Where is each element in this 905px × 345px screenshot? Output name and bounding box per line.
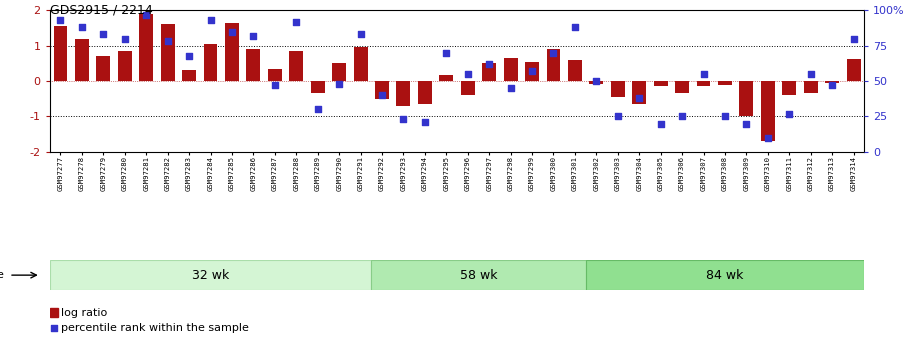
Bar [439, 75, 453, 81]
Point [332, 81, 347, 87]
Point [589, 78, 604, 84]
Bar [225, 23, 239, 81]
Point [46, 326, 61, 331]
Bar [290, 51, 303, 81]
Text: 84 wk: 84 wk [706, 269, 744, 282]
Point [139, 12, 154, 17]
Point [182, 53, 196, 58]
Bar [504, 58, 518, 81]
Bar [653, 81, 668, 86]
Bar [611, 81, 624, 97]
Bar [418, 81, 432, 104]
Bar [118, 51, 132, 81]
Bar [482, 63, 496, 81]
Bar [53, 26, 68, 81]
Point [439, 50, 453, 56]
Point [160, 39, 175, 44]
Bar [139, 14, 153, 81]
Bar [332, 63, 346, 81]
Bar [586, 260, 864, 290]
Point [75, 24, 90, 30]
Point [760, 135, 775, 140]
Point [632, 95, 646, 101]
Text: 32 wk: 32 wk [192, 269, 229, 282]
Bar [268, 69, 281, 81]
Bar [525, 62, 539, 81]
Point [739, 121, 754, 126]
Point [503, 85, 518, 91]
Bar [310, 81, 325, 93]
Bar [75, 39, 89, 81]
Text: age: age [0, 270, 5, 280]
Point [353, 32, 367, 37]
Bar [246, 49, 261, 81]
Point [675, 114, 690, 119]
Bar [633, 81, 646, 104]
Point [268, 82, 282, 88]
Bar [97, 56, 110, 81]
Point [824, 82, 839, 88]
Bar [354, 48, 367, 81]
Point [718, 114, 732, 119]
Bar [589, 81, 604, 84]
Point [246, 33, 261, 39]
Bar [50, 260, 371, 290]
Point [53, 18, 68, 23]
Point [461, 71, 475, 77]
Point [417, 119, 432, 125]
Bar [739, 81, 753, 116]
Point [396, 117, 411, 122]
Bar [825, 81, 839, 83]
Bar [161, 24, 175, 81]
Bar [804, 81, 817, 93]
Point [846, 36, 861, 41]
Point [567, 24, 582, 30]
Point [696, 71, 710, 77]
Bar [718, 81, 732, 85]
Bar [204, 44, 217, 81]
Point [653, 121, 668, 126]
Bar [846, 59, 861, 81]
Bar [761, 81, 775, 141]
Text: percentile rank within the sample: percentile rank within the sample [62, 324, 249, 333]
Bar [675, 81, 689, 93]
Point [224, 29, 239, 34]
Bar [461, 81, 475, 95]
Text: log ratio: log ratio [62, 308, 108, 317]
Point [118, 36, 132, 41]
Point [204, 18, 218, 23]
Point [289, 19, 303, 24]
Text: GDS2915 / 2214: GDS2915 / 2214 [50, 3, 153, 17]
Bar [697, 81, 710, 86]
Point [547, 50, 561, 56]
Bar [782, 81, 796, 95]
Point [482, 61, 497, 67]
Point [96, 32, 110, 37]
Bar [396, 81, 410, 106]
Point [310, 107, 325, 112]
Text: 58 wk: 58 wk [460, 269, 497, 282]
Point [375, 92, 389, 98]
Point [525, 68, 539, 74]
Bar [182, 70, 196, 81]
Bar [375, 81, 389, 99]
Bar [50, 308, 58, 317]
Bar [568, 60, 582, 81]
Point [611, 114, 625, 119]
Point [782, 111, 796, 116]
Point [804, 71, 818, 77]
Bar [547, 49, 560, 81]
Bar [371, 260, 586, 290]
